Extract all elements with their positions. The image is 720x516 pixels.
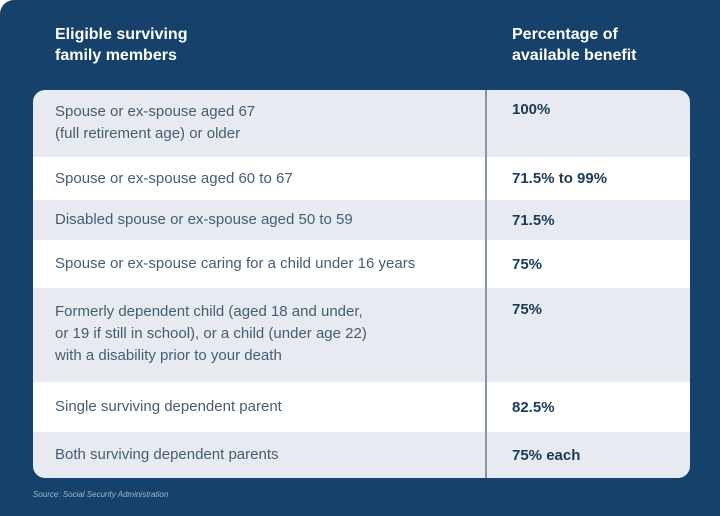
benefit-cell: 75% (485, 288, 690, 382)
header-eligible-members: Eligible surviving family members (55, 26, 188, 64)
member-cell: Spouse or ex-spouse caring for a child u… (55, 255, 416, 272)
member-cell: Disabled spouse or ex-spouse aged 50 to … (55, 211, 353, 228)
table-row: Disabled spouse or ex-spouse aged 50 to … (33, 200, 690, 240)
member-cell: Both surviving dependent parents (55, 446, 279, 463)
table-row: Both surviving dependent parents 75% eac… (33, 432, 690, 478)
table-row: Single surviving dependent parent 82.5% (33, 382, 690, 432)
benefit-cell: 82.5% (485, 382, 690, 432)
member-cell: Single surviving dependent parent (55, 398, 282, 415)
table-row: Formerly dependent child (aged 18 and un… (33, 288, 690, 382)
member-cell: Formerly dependent child (aged 18 and un… (55, 303, 367, 364)
benefit-cell: 71.5% (485, 200, 690, 240)
table-header: Eligible surviving family members Percen… (33, 24, 690, 66)
member-cell: Spouse or ex-spouse aged 67 (full retire… (55, 103, 256, 142)
benefit-cell: 100% (485, 90, 690, 157)
member-cell: Spouse or ex-spouse aged 60 to 67 (55, 169, 293, 187)
source-note: Source: Social Security Administration (33, 490, 169, 499)
benefit-cell: 71.5% to 99% (485, 157, 690, 200)
table-row: Spouse or ex-spouse aged 67 (full retire… (33, 90, 690, 157)
header-percentage-benefit: Percentage of available benefit (512, 26, 637, 64)
benefits-table: Spouse or ex-spouse aged 67 (full retire… (33, 90, 690, 478)
table-row: Spouse or ex-spouse caring for a child u… (33, 240, 690, 288)
benefit-cell: 75% each (485, 432, 690, 478)
benefit-cell: 75% (485, 240, 690, 288)
table-row: Spouse or ex-spouse aged 60 to 67 71.5% … (33, 157, 690, 200)
